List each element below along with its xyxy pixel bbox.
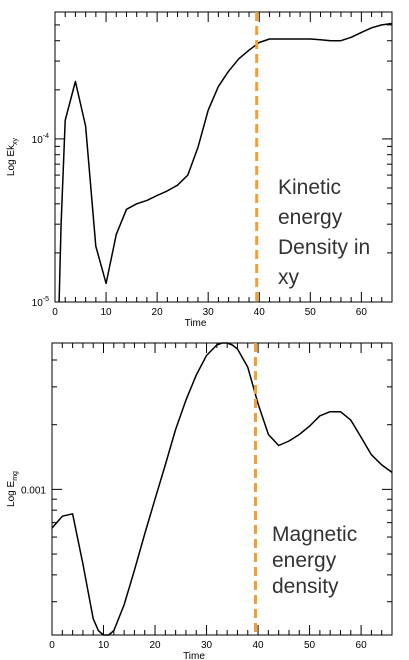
y-tick-label: 10-4 <box>32 133 49 146</box>
x-tick-label: 10 <box>98 640 110 651</box>
y-tick-label: 10-5 <box>32 296 49 309</box>
y-tick-label: 0.001 <box>21 485 46 496</box>
x-tick-label: 60 <box>356 640 368 651</box>
data-line <box>51 342 393 636</box>
x-tick-label: 20 <box>149 640 161 651</box>
plot-frame <box>51 342 393 636</box>
annotation-line: Magnetic <box>272 523 357 546</box>
x-tick-label: 40 <box>252 640 264 651</box>
plot-frame <box>54 11 393 303</box>
x-tick-label: 30 <box>201 640 213 651</box>
x-tick-label: 50 <box>304 640 316 651</box>
x-tick-label: 0 <box>52 307 58 318</box>
annotation-line: Kinetic <box>278 176 341 199</box>
annotation-line: xy <box>278 266 300 289</box>
annotation-line: density <box>272 575 339 598</box>
annotation-line: energy <box>278 206 343 229</box>
x-tick-label: 50 <box>305 307 317 318</box>
x-axis-title: Time <box>183 651 205 660</box>
x-tick-label: 0 <box>49 640 55 651</box>
x-axis-title: Time <box>185 318 207 329</box>
magnetic-energy-panel: 0 10 20 30 40 50 60 0.001 Time Log Emg Magnetic ene… <box>6 342 393 660</box>
x-minor-ticks <box>61 343 393 635</box>
x-tick-label: 20 <box>152 307 164 318</box>
x-tick-label: 60 <box>356 307 368 318</box>
data-line <box>58 22 393 303</box>
x-tick-label: 30 <box>203 307 215 318</box>
x-tick-label: 10 <box>100 307 112 318</box>
x-minor-ticks <box>64 12 393 302</box>
y-axis-title: Log Ekxy <box>6 137 19 176</box>
kinetic-energy-panel: 0 10 20 30 40 50 60 10-4 10-5 Time Log Ekxy Kinetic… <box>6 11 393 329</box>
x-tick-label: 40 <box>254 307 266 318</box>
y-axis-title: Log Emg <box>6 471 19 507</box>
annotation-line: Density in <box>278 236 370 259</box>
annotation-line: energy <box>272 549 337 572</box>
